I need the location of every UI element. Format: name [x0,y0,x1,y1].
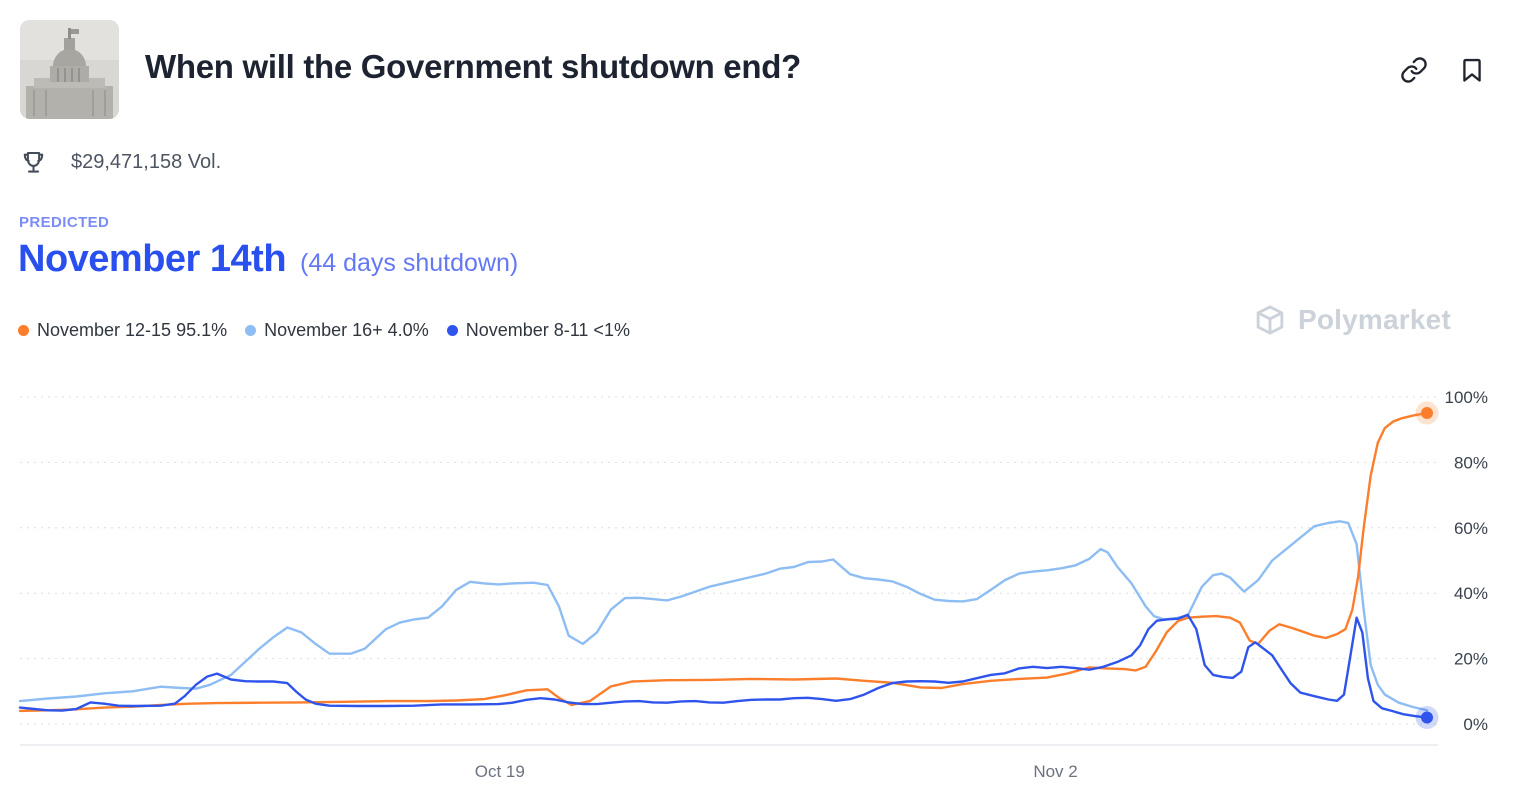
y-tick-label: 100% [1445,388,1488,407]
y-tick-label: 20% [1454,650,1488,669]
legend-item-november-16-plus[interactable]: November 16+ 4.0% [245,320,429,341]
legend-label: November 12-15 95.1% [37,320,228,340]
y-tick-label: 40% [1454,584,1488,603]
x-tick-label: Oct 19 [475,762,525,781]
series-line-2 [18,613,1429,719]
legend-label: November 16+ 4.0% [264,320,429,340]
polymarket-logo-icon [1251,301,1289,339]
polymarket-watermark: Polymarket [1251,301,1451,339]
page-title: When will the Government shutdown end? [145,48,801,85]
chart-legend: November 12-15 95.1% November 16+ 4.0% N… [18,320,630,341]
end-marker-1 [1421,407,1433,419]
y-tick-label: 80% [1454,453,1488,472]
legend-dot-icon [245,325,257,336]
copy-link-icon[interactable] [1400,56,1428,84]
polymarket-wordmark: Polymarket [1298,304,1451,335]
x-tick-label: Nov 2 [1033,762,1077,781]
bookmark-icon[interactable] [1458,56,1486,84]
y-tick-label: 60% [1454,519,1488,538]
trophy-icon [20,148,47,176]
predicted-label: PREDICTED [19,214,110,231]
legend-item-november-8-11[interactable]: November 8-11 <1% [446,320,630,341]
end-marker-2 [1421,711,1433,724]
legend-dot-icon [18,325,29,336]
y-tick-label: 0% [1463,715,1488,734]
volume-row: $29,471,158 Vol. [20,148,221,176]
price-chart[interactable]: 0% 20% 40% 60% 80% 100% Oct 19 Nov 2 [18,388,1506,788]
legend-dot-icon [446,325,458,336]
volume-text: $29,471,158 Vol. [71,150,222,173]
predicted-note: (44 days shutdown) [300,249,519,277]
series-line-1 [18,411,1429,713]
legend-label: November 8-11 <1% [465,320,630,340]
predicted-outcome: November 14th [18,238,287,280]
header-actions [1400,56,1486,84]
legend-item-november-12-15[interactable]: November 12-15 95.1% [18,320,227,341]
capitol-image [20,20,119,119]
predicted-line: November 14th (44 days shutdown) [18,238,518,281]
market-thumbnail [20,20,119,119]
series-line-0 [18,520,1429,712]
